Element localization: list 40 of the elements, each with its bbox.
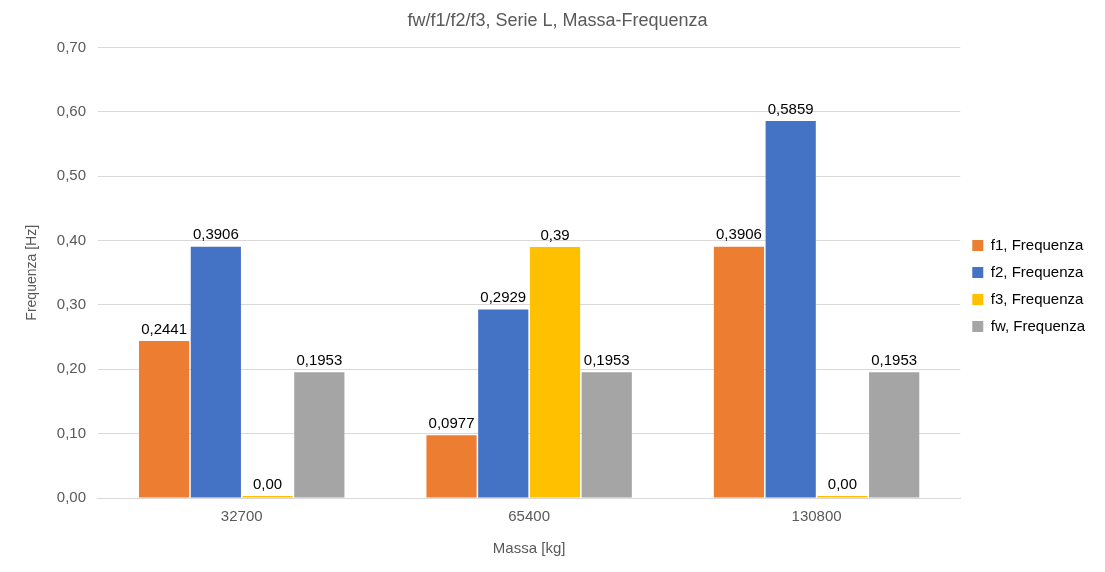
chart-title: fw/f1/f2/f3, Serie L, Massa-Frequenza [407,9,709,30]
y-tick-label: 0,30 [56,295,86,313]
legend-label: f3, Frequenza [990,289,1084,307]
y-tick-label: 0,20 [56,359,86,377]
data-label: 0,00 [827,474,858,492]
data-label: 0,2929 [480,288,527,306]
y-axis-title: Frequenza [Hz] [23,224,40,321]
y-tick-label: 0,40 [56,230,86,248]
bar [478,309,529,498]
data-label: 0,1953 [583,350,630,368]
data-label: 0,0977 [428,413,475,431]
bar [765,121,816,498]
y-tick-label: 0,00 [56,488,86,506]
data-label: 0,1953 [296,350,343,368]
x-tick-label: 130800 [791,507,842,525]
bar [139,340,190,498]
data-label: 0,00 [252,474,283,492]
legend-label: fw, Frequenza [990,316,1086,334]
x-tick-label: 65400 [508,507,550,525]
y-tick-label: 0,10 [56,423,86,441]
bar [294,372,345,498]
x-tick-label: 32700 [220,507,263,525]
data-label: 0,2441 [141,319,188,337]
bar [713,246,765,498]
y-tick-label: 0,50 [56,166,86,184]
data-label: 0,3906 [192,225,239,243]
y-tick-label: 0,70 [56,37,86,55]
legend-label: f2, Frequenza [990,262,1084,280]
bar [529,247,581,498]
data-label: 0,3906 [716,225,762,243]
legend-label: f1, Frequenza [990,235,1084,253]
bar [869,372,920,498]
y-tick-label: 0,60 [56,102,86,120]
bar [426,435,477,498]
data-label: 0,39 [540,225,570,243]
bar [190,246,241,498]
x-axis-title: Massa [kg] [492,539,566,557]
bar [581,372,632,498]
data-label: 0,1953 [871,350,918,368]
data-label: 0,5859 [767,99,814,117]
